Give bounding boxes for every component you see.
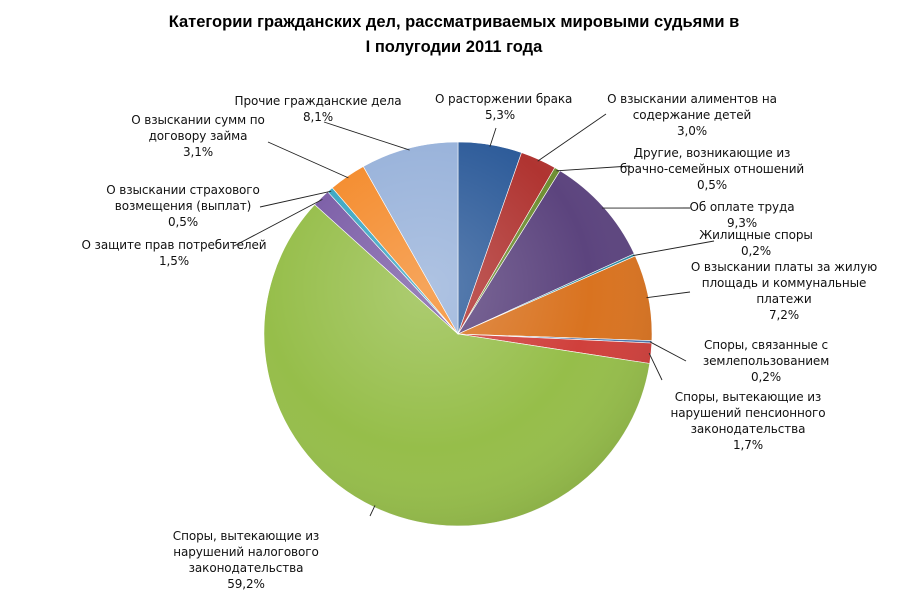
data-label-category: Жилищные споры [699,228,813,242]
data-label: О взыскании сумм по договору займа 3,1% [123,112,273,160]
data-label-category: законодательства [690,422,806,436]
data-label: О взыскании платы за жилую площадь и комм… [684,259,884,323]
data-label-category: Споры, вытекающие из [674,390,822,404]
data-label-percent: 7,2% [768,308,800,322]
data-label: Другие, возникающие из брачно-семейных от… [617,145,807,193]
data-label: Жилищные споры 0,2% [696,227,816,259]
chart-title: Категории гражданских дел, рассматриваем… [0,10,908,60]
data-label: Об оплате труда 9,3% [677,199,807,231]
leader-line [369,505,376,517]
chart-title-line-2: I полугодии 2011 года [365,38,543,56]
data-label-percent: 1,5% [158,254,190,268]
data-label-category: О расторжении брака [435,92,573,106]
data-label: О взыскании алиментов на содержание детей… [602,91,782,139]
data-label-category: законодательства [188,561,304,575]
data-label-category: площадь и коммунальные [701,276,867,290]
leader-line [648,352,663,381]
data-label-category: нарушений налогового [173,545,319,559]
leader-line [323,121,410,151]
data-label-category: О взыскании страхового [106,183,260,197]
data-label-percent: 0,5% [167,215,199,229]
data-label: Споры, связанные с землепользованием 0,2% [691,337,841,385]
data-label: Споры, вытекающие из нарушений налогового… [161,528,331,592]
data-label-category: Споры, вытекающие из [172,529,320,543]
data-label-category: Об оплате труда [689,200,795,214]
data-label-category: возмещения (выплат) [114,199,252,213]
data-label-percent: 59,2% [227,577,265,591]
leader-line [646,291,691,299]
data-label-category: брачно-семейных отношений [619,162,805,176]
data-label-percent: 3,0% [676,124,708,138]
data-label-category: Прочие гражданские дела [234,94,402,108]
data-label: О защите прав потребителей 1,5% [79,237,269,269]
leader-line [649,341,687,362]
data-label-category: О взыскании платы за жилую [690,260,878,274]
data-label-percent: 0,2% [740,244,772,258]
data-label-category: договору займа [148,129,248,143]
data-label: О расторжении брака 5,3% [435,91,573,123]
data-label-category: нарушений пенсионного [670,406,826,420]
data-label-percent: 5,3% [484,108,516,122]
data-label-percent: 0,5% [696,178,728,192]
data-label-category: О защите прав потребителей [81,238,267,252]
data-label-percent: 3,1% [182,145,214,159]
data-label-category: Споры, связанные с [703,338,829,352]
data-label-category: землепользованием [702,354,830,368]
data-label-category: платежи [756,292,812,306]
data-label-category: О взыскании сумм по [131,113,265,127]
chart-title-line-1: Категории гражданских дел, рассматриваем… [168,13,740,31]
leader-line [267,141,349,179]
data-label: О взыскании страхового возмещения (выплат… [98,182,268,230]
data-label-category: О взыскании алиментов на [607,92,777,106]
data-label-percent: 1,7% [732,438,764,452]
data-label: Споры, вытекающие из нарушений пенсионног… [668,389,828,453]
data-label-percent: 0,2% [750,370,782,384]
leader-line [489,127,497,147]
data-label-category: содержание детей [632,108,752,122]
data-label-category: Другие, возникающие из [633,146,791,160]
data-label-percent: 9,3% [726,216,758,230]
data-label-percent: 8,1% [302,110,334,124]
data-label: Прочие гражданские дела 8,1% [228,93,408,125]
